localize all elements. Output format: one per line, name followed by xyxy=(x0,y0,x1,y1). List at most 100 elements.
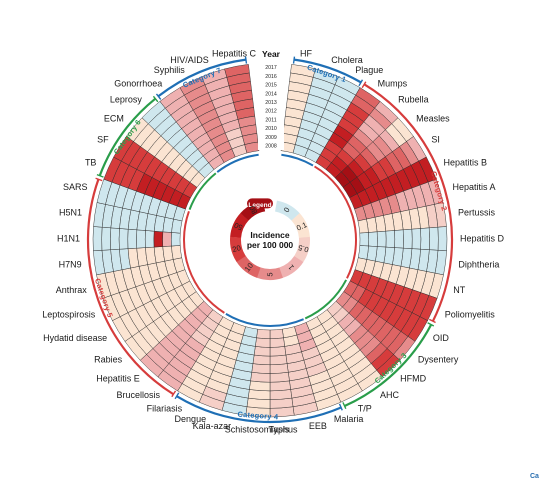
disease-label: Hepatitis D xyxy=(460,234,505,244)
heat-cell xyxy=(357,245,369,260)
heat-cell xyxy=(244,141,260,154)
category-arc-tick xyxy=(244,56,248,64)
year-label: 2016 xyxy=(265,74,277,80)
disease-label: Dengue xyxy=(175,414,207,424)
category-arc-tick xyxy=(96,173,104,178)
heat-cell xyxy=(256,328,271,339)
heat-cell xyxy=(376,230,387,248)
legend-tick-label: 0 xyxy=(282,206,292,214)
year-column: 2017 2016 2015 2014 2013 2012 2011 2010 2009 2008… xyxy=(258,49,284,150)
disease-label: OID xyxy=(433,333,450,343)
category-arc-inner xyxy=(304,279,348,320)
disease-label: Mumps xyxy=(378,78,408,88)
disease-label: H1N1 xyxy=(57,234,80,244)
heat-cell xyxy=(144,230,155,248)
year-label: 2014 xyxy=(265,91,277,97)
heat-cell xyxy=(252,354,271,366)
category-arc-inner xyxy=(314,165,357,279)
heat-cell xyxy=(251,363,271,374)
heat-cell xyxy=(127,228,138,249)
heat-cell xyxy=(253,346,271,357)
disease-label: Poliomyelitis xyxy=(445,310,496,320)
legend-swatch xyxy=(230,212,249,238)
disease-label: Brucellosis xyxy=(116,390,160,400)
category-arc-tick xyxy=(95,177,103,182)
year-label: 2009 xyxy=(265,135,277,141)
disease-label: Cholera xyxy=(331,55,363,65)
corner-label: Ca xyxy=(530,473,539,480)
category-arc-tick xyxy=(152,95,159,103)
heat-cell xyxy=(101,226,112,251)
heat-cell xyxy=(385,230,396,248)
category-arc-tick xyxy=(428,318,436,324)
category-arc-outer xyxy=(176,395,342,424)
category-arc-tick xyxy=(358,79,364,87)
year-label: 2008 xyxy=(265,143,277,149)
legend-swatch xyxy=(279,255,304,278)
disease-label: HFMD xyxy=(400,373,426,383)
category-arc-outer xyxy=(157,58,247,98)
heat-cell xyxy=(136,229,146,249)
category-arc-tick xyxy=(361,81,367,89)
category-label: Category 4 xyxy=(237,410,279,422)
heat-cell xyxy=(110,227,120,250)
disease-label: Hydatid disease xyxy=(43,333,107,343)
disease-label: SI xyxy=(431,135,440,145)
heat-cell xyxy=(171,245,183,260)
disease-label: Filariasis xyxy=(147,404,183,414)
disease-label: SARS xyxy=(63,182,88,192)
disease-label: Dysentery xyxy=(418,354,459,364)
heat-cell xyxy=(269,337,285,348)
year-label: 2012 xyxy=(265,109,277,115)
heat-cell xyxy=(394,229,404,249)
legend-tick-label: 0.5 xyxy=(297,243,309,254)
disease-label: Anthrax xyxy=(56,285,88,295)
legend-swatch xyxy=(275,200,300,221)
disease-label: Schistosomiasis xyxy=(225,425,290,435)
heat-cell xyxy=(437,226,448,252)
legend-swatch xyxy=(294,236,311,263)
heat-cell xyxy=(359,232,369,247)
category-arc-outer xyxy=(293,58,362,84)
heat-cell xyxy=(92,226,103,252)
category-arc-inner xyxy=(281,153,314,167)
disease-label: Rubella xyxy=(398,95,429,105)
legend-swatch xyxy=(236,255,261,278)
category-arc-outer xyxy=(86,178,174,396)
heat-ring xyxy=(92,64,448,418)
heat-cell xyxy=(118,228,129,250)
heat-cell xyxy=(269,328,284,339)
year-label: 2011 xyxy=(265,117,276,123)
category-arc-tick xyxy=(174,392,180,400)
year-column-bg xyxy=(258,62,284,150)
heat-cell xyxy=(368,231,378,247)
year-labels: 2017 2016 2015 2014 2013 2012 2011 2010 2009 2008 xyxy=(265,65,277,149)
category-arc-outer xyxy=(344,324,433,408)
disease-label: Leprosy xyxy=(110,95,143,105)
disease-label: Diphtheria xyxy=(458,260,499,270)
heat-cell xyxy=(269,363,289,374)
legend-tick-label: 50 xyxy=(233,221,244,233)
disease-label: T/P xyxy=(358,404,372,414)
category-arc-outer xyxy=(98,97,157,177)
disease-label: Hepatitis B xyxy=(444,158,488,168)
disease-label: HF xyxy=(300,48,312,58)
legend-tick-label: 20 xyxy=(231,243,241,254)
legend-center-text: per 100 000 xyxy=(247,240,294,250)
category-arc-tick xyxy=(338,403,343,411)
legend-tick-label: 80 xyxy=(247,204,259,216)
category-arc-tick xyxy=(171,390,177,398)
year-header: Year xyxy=(262,49,281,59)
heat-cell xyxy=(171,218,183,234)
disease-label: SF xyxy=(97,135,109,145)
heat-cell xyxy=(250,371,271,383)
disease-label: Typhus xyxy=(269,425,299,435)
category-arc-tick xyxy=(342,402,347,410)
heat-cell xyxy=(411,228,422,250)
disease-label: H7N9 xyxy=(59,260,82,270)
heat-cell xyxy=(428,226,439,251)
category-arc-inner xyxy=(188,172,217,210)
